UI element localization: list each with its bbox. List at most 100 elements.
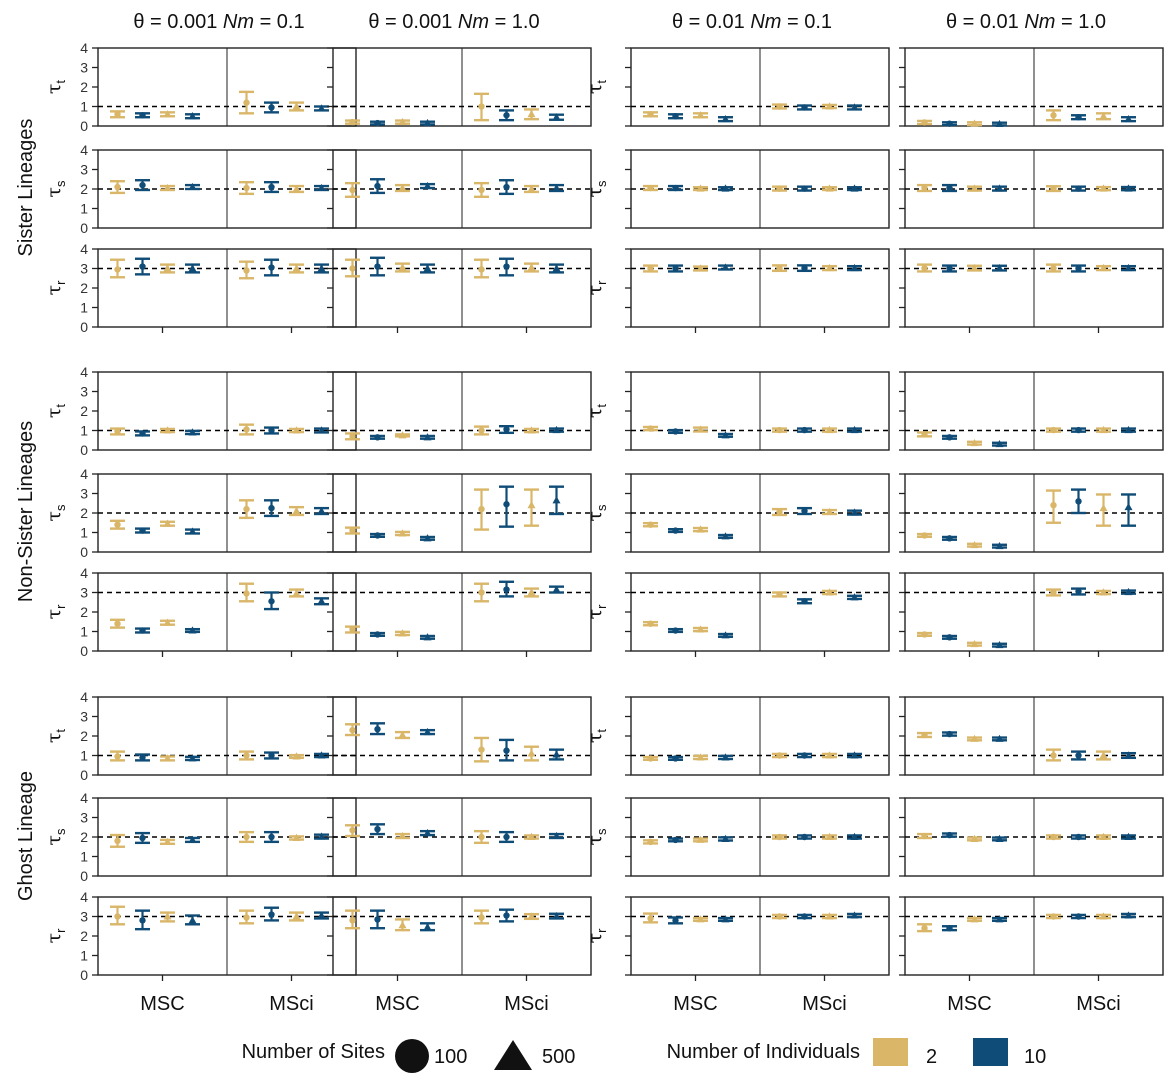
- data-point-triangle: [850, 508, 859, 516]
- error-bar: [264, 426, 279, 435]
- error-bar: [289, 184, 304, 194]
- error-bar: [1121, 425, 1136, 434]
- error-bar: [967, 184, 982, 192]
- error-bar: [370, 722, 385, 736]
- error-bar: [992, 263, 1007, 272]
- error-bar: [942, 535, 957, 542]
- data-point-triangle: [317, 426, 326, 434]
- tau-subscript: s: [594, 828, 609, 835]
- data-point-circle: [921, 925, 928, 932]
- data-point-circle: [243, 267, 250, 274]
- error-bar: [185, 754, 200, 762]
- error-bar: [822, 507, 837, 516]
- data-point-triangle: [163, 912, 172, 920]
- error-bar: [420, 922, 435, 932]
- data-point-triangle: [1124, 832, 1133, 840]
- y-tick-label: 0: [80, 220, 88, 236]
- error-bar: [524, 488, 539, 527]
- error-bar: [160, 110, 175, 118]
- data-point-triangle: [850, 184, 859, 192]
- data-point-triangle: [188, 754, 197, 762]
- data-point-triangle: [423, 727, 432, 736]
- error-bar: [643, 755, 658, 762]
- data-point-circle: [374, 631, 381, 638]
- error-bar: [160, 426, 175, 434]
- error-bar: [1121, 493, 1136, 527]
- error-bar: [185, 263, 200, 274]
- tau-subscript: s: [594, 504, 609, 511]
- panel-0-ts-3: [899, 149, 1164, 229]
- data-point-triangle: [317, 911, 326, 919]
- row-group-label: Ghost Lineage: [15, 771, 37, 901]
- error-bar: [110, 179, 125, 195]
- data-point-circle: [776, 833, 783, 841]
- data-point-circle: [1075, 833, 1082, 841]
- data-point-triangle: [721, 114, 730, 123]
- tau-symbol: τ: [43, 84, 65, 95]
- panel-1-ts-0: 0 1 2 3 4 τs: [43, 466, 357, 560]
- data-point-circle: [114, 753, 121, 760]
- error-bar: [185, 428, 200, 436]
- error-bar: [772, 507, 787, 517]
- data-point-circle: [1075, 588, 1082, 595]
- data-point-triangle: [825, 263, 834, 272]
- error-bar: [499, 179, 514, 196]
- y-axis-label-tt: τt: [584, 80, 609, 95]
- error-bar: [239, 582, 254, 603]
- y-tick-label: 2: [80, 928, 88, 944]
- y-tick-label: 4: [80, 466, 88, 482]
- error-bar: [395, 117, 410, 126]
- data-point-triangle: [825, 184, 834, 192]
- error-bar: [314, 832, 329, 840]
- panel-1-tt-0: 0 1 2 3 4 τt: [43, 364, 357, 458]
- tau-symbol: τ: [43, 408, 65, 419]
- error-bar: [160, 183, 175, 192]
- data-point-triangle: [163, 264, 172, 272]
- error-bar: [289, 911, 304, 922]
- error-bar: [967, 834, 982, 842]
- y-tick-label: 4: [80, 689, 88, 705]
- error-bar: [474, 736, 489, 763]
- data-point-triangle: [527, 184, 536, 192]
- error-bar: [474, 425, 489, 436]
- error-bar: [1046, 913, 1061, 920]
- data-point-triangle: [552, 425, 561, 434]
- data-point-circle: [349, 527, 356, 534]
- error-bar: [110, 905, 125, 926]
- error-bar: [917, 832, 932, 840]
- data-point-circle: [647, 425, 654, 432]
- error-bar: [693, 525, 708, 533]
- error-bar: [1046, 489, 1061, 524]
- tau-subscript: s: [53, 828, 68, 835]
- data-point-circle: [139, 430, 146, 437]
- error-bar: [314, 506, 329, 516]
- error-bar: [160, 911, 175, 923]
- error-bar: [942, 264, 957, 273]
- error-bar: [135, 112, 150, 119]
- data-point-circle: [478, 427, 485, 434]
- error-bar: [967, 639, 982, 648]
- error-bar: [474, 909, 489, 925]
- data-point-triangle: [163, 426, 172, 434]
- data-point-circle: [672, 184, 679, 192]
- y-tick-label: 1: [80, 99, 88, 115]
- data-point-circle: [478, 746, 485, 753]
- error-bar: [1121, 911, 1136, 919]
- data-point-triangle: [1124, 425, 1133, 434]
- data-point-triangle: [552, 496, 561, 504]
- y-tick-label: 3: [80, 909, 88, 925]
- data-point-circle: [647, 620, 654, 627]
- error-bar: [345, 432, 360, 441]
- y-axis-label-tr: τr: [43, 280, 68, 296]
- error-bar: [135, 179, 150, 192]
- data-point-circle: [921, 532, 928, 539]
- error-bar: [499, 830, 514, 844]
- error-bar: [772, 185, 787, 192]
- error-bar: [420, 828, 435, 837]
- data-point-circle: [478, 505, 485, 513]
- data-point-circle: [776, 591, 783, 598]
- data-point-circle: [921, 832, 928, 840]
- tau-symbol: τ: [43, 609, 65, 620]
- y-tick-label: 0: [80, 442, 88, 458]
- error-bar: [110, 110, 125, 119]
